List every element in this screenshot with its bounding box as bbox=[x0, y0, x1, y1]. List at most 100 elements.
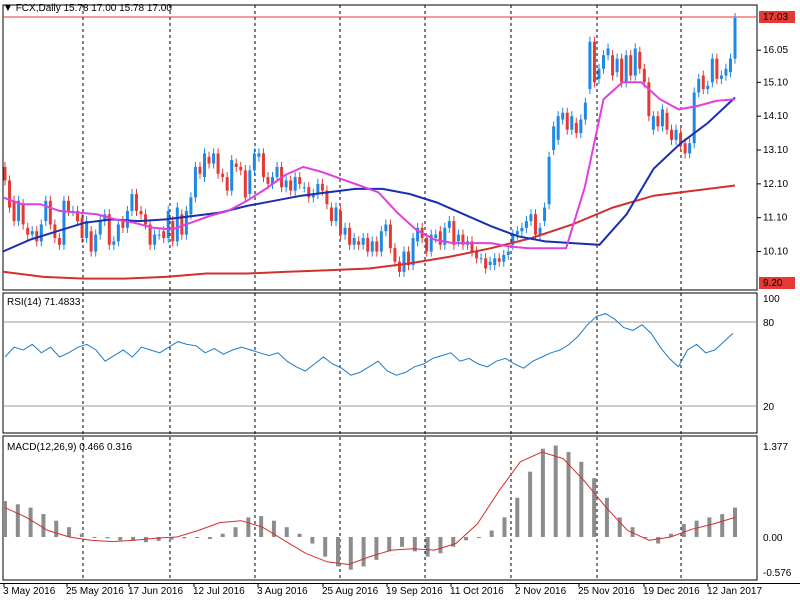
candle-body-37 bbox=[171, 221, 175, 242]
candle-body-88 bbox=[402, 251, 406, 272]
date-label-4: 3 Aug 2016 bbox=[257, 586, 308, 597]
last-price-box bbox=[759, 11, 795, 23]
candle-body-136 bbox=[620, 58, 624, 83]
panel-border-1 bbox=[2, 4, 758, 291]
candle-body-36 bbox=[166, 210, 170, 239]
candle-body-115 bbox=[524, 221, 528, 228]
candle-body-140 bbox=[638, 51, 642, 69]
macd-bar-55 bbox=[707, 517, 712, 537]
candle-body-87 bbox=[397, 261, 401, 272]
macd-signal-line bbox=[4, 451, 736, 566]
macd-bar-28 bbox=[361, 537, 366, 567]
candle-body-25 bbox=[116, 224, 120, 242]
candle-body-31 bbox=[144, 214, 148, 225]
symbol-header: ▼ FCX,Daily 15.78 17.00 15.78 17.00 bbox=[3, 3, 172, 14]
macd-bar-53 bbox=[681, 523, 686, 537]
macd-bar-15 bbox=[195, 537, 200, 538]
candle-body-66 bbox=[302, 187, 306, 189]
candle-body-22 bbox=[103, 214, 107, 222]
candle-body-55 bbox=[252, 153, 256, 171]
candle-body-6 bbox=[30, 231, 34, 235]
candle-body-42 bbox=[193, 166, 197, 198]
candle-body-51 bbox=[234, 163, 238, 167]
macd-bar-36 bbox=[464, 537, 469, 541]
candle-body-77 bbox=[352, 238, 356, 245]
candle-body-60 bbox=[275, 166, 279, 178]
last-price-label: 17.03 bbox=[763, 12, 788, 23]
candle-body-44 bbox=[203, 153, 207, 178]
macd-bar-33 bbox=[425, 537, 430, 557]
candle-body-18 bbox=[85, 221, 89, 239]
macd-bar-44 bbox=[566, 452, 571, 537]
price-tick-label-3: 13.10 bbox=[763, 145, 788, 156]
candle-body-34 bbox=[157, 234, 161, 236]
candle-body-17 bbox=[80, 217, 84, 239]
date-label-10: 19 Dec 2016 bbox=[643, 586, 700, 597]
candle-body-84 bbox=[384, 224, 388, 232]
macd-tick-zero: 0.00 bbox=[763, 533, 783, 544]
candle-body-21 bbox=[98, 221, 102, 235]
macd-bar-35 bbox=[451, 537, 456, 547]
candle-body-52 bbox=[239, 166, 243, 171]
macd-bar-27 bbox=[348, 537, 353, 570]
candle-body-154 bbox=[701, 75, 705, 90]
date-label-7: 11 Oct 2016 bbox=[450, 586, 504, 597]
macd-bar-49 bbox=[630, 527, 635, 537]
macd-bar-45 bbox=[579, 461, 584, 537]
candle-body-91 bbox=[416, 227, 420, 242]
candle-body-108 bbox=[493, 258, 497, 266]
macd-bar-50 bbox=[643, 537, 648, 538]
dropdown-triangle-icon[interactable]: ▼ bbox=[3, 3, 13, 14]
macd-bar-13 bbox=[169, 537, 174, 540]
ohlc-values: 15.78 17.00 15.78 17.00 bbox=[63, 3, 172, 14]
candle-body-78 bbox=[357, 241, 361, 245]
price-tick-label-6: 16.05 bbox=[763, 45, 788, 56]
candle-body-68 bbox=[311, 194, 315, 198]
macd-bar-26 bbox=[335, 537, 340, 567]
candle-body-4 bbox=[21, 204, 25, 225]
candle-body-141 bbox=[642, 68, 646, 83]
candle-body-96 bbox=[438, 231, 442, 245]
macd-bar-6 bbox=[79, 533, 84, 537]
candle-body-14 bbox=[66, 200, 70, 211]
date-label-8: 2 Nov 2016 bbox=[515, 586, 567, 597]
candle-body-129 bbox=[588, 41, 592, 90]
macd-bar-23 bbox=[297, 533, 302, 537]
macd-bar-54 bbox=[694, 520, 699, 537]
candle-body-45 bbox=[207, 156, 211, 164]
macd-bar-12 bbox=[156, 537, 161, 541]
candle-body-67 bbox=[307, 187, 311, 198]
candle-body-64 bbox=[293, 177, 297, 191]
candle-body-117 bbox=[533, 214, 537, 235]
macd-bar-42 bbox=[540, 448, 545, 537]
date-label-1: 25 May 2016 bbox=[66, 586, 124, 597]
candle-body-93 bbox=[425, 238, 429, 252]
candle-body-72 bbox=[329, 207, 333, 222]
candle-body-161 bbox=[733, 18, 737, 59]
candle-body-116 bbox=[529, 214, 533, 222]
candle-body-86 bbox=[393, 248, 397, 262]
candle-body-98 bbox=[447, 221, 451, 228]
candle-body-123 bbox=[561, 112, 565, 120]
candle-body-109 bbox=[497, 258, 501, 262]
candle-body-118 bbox=[538, 227, 542, 235]
candle-body-89 bbox=[407, 251, 411, 266]
candle-body-156 bbox=[710, 58, 714, 83]
low-price-label: 9.20 bbox=[763, 278, 783, 289]
candle-body-139 bbox=[633, 48, 637, 76]
candle-body-46 bbox=[212, 153, 216, 164]
candle-body-133 bbox=[606, 48, 610, 56]
date-label-2: 17 Jun 2016 bbox=[128, 586, 183, 597]
candle-body-95 bbox=[434, 234, 438, 239]
rsi-level-80-label: 80 bbox=[763, 318, 775, 329]
candle-body-148 bbox=[674, 129, 678, 140]
macd-bar-56 bbox=[720, 514, 725, 537]
macd-bar-40 bbox=[515, 497, 520, 537]
macd-bar-47 bbox=[604, 497, 609, 537]
macd-bar-51 bbox=[656, 537, 661, 544]
macd-bar-25 bbox=[323, 537, 328, 557]
candle-body-113 bbox=[515, 231, 519, 235]
candle-body-40 bbox=[184, 210, 188, 235]
candle-body-57 bbox=[261, 153, 265, 178]
